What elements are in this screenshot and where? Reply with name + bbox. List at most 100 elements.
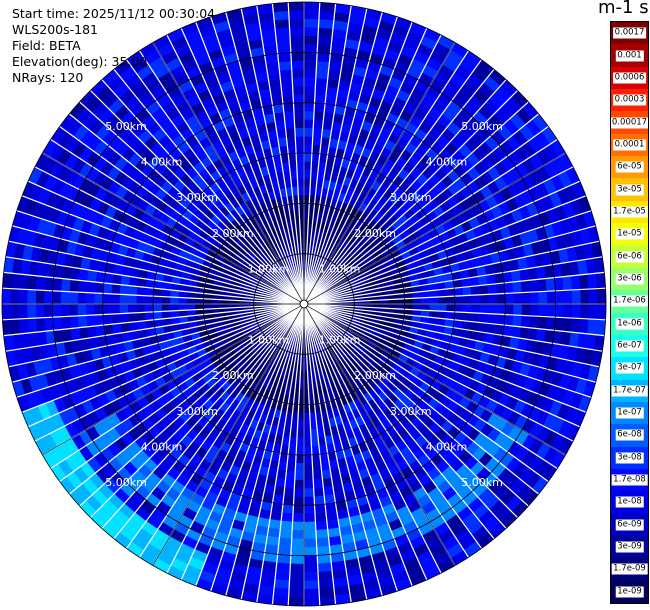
range-gate-cell [102, 293, 112, 305]
colorbar-tick-label: 0.0001 [612, 139, 647, 151]
range-gate-cell [546, 303, 556, 318]
range-gate-cell [27, 317, 38, 334]
range-gate-cell [537, 316, 548, 330]
range-gate-cell [60, 291, 70, 305]
colorbar-tick-label: 0.0017 [612, 27, 647, 39]
range-gate-cell [1, 303, 12, 321]
range-gate-cell [554, 316, 564, 332]
range-gate-cell [512, 280, 523, 294]
range-gate-cell [510, 325, 522, 339]
range-gate-cell [273, 18, 290, 29]
range-gate-cell [177, 303, 187, 311]
range-gate-cell [296, 429, 305, 439]
range-ring-label: 4.00km [141, 156, 183, 169]
range-gate-cell [2, 319, 13, 336]
range-gate-cell [280, 512, 294, 523]
range-gate-cell [529, 291, 540, 305]
range-gate-cell [290, 43, 305, 53]
range-gate-cell [319, 595, 336, 606]
range-gate-cell [303, 60, 317, 70]
range-gate-cell [26, 289, 37, 305]
radar-center-marker [299, 299, 309, 309]
range-gate-cell [563, 303, 573, 319]
range-gate-cell [18, 288, 28, 305]
range-gate-cell [295, 152, 305, 162]
range-gate-cell [303, 504, 316, 514]
range-gate-cell [303, 488, 315, 498]
range-gate-cell [495, 313, 506, 326]
range-gate-cell [521, 291, 531, 305]
range-gate-cell [275, 35, 291, 46]
range-gate-cell [293, 488, 305, 498]
range-gate-cell [454, 295, 464, 305]
range-ring-label: 4.00km [426, 440, 468, 453]
range-gate-cell [315, 69, 329, 79]
range-gate-cell [77, 303, 87, 317]
range-gate-cell [303, 513, 316, 523]
range-gate-cell [303, 588, 320, 598]
range-gate-cell [538, 291, 548, 305]
range-gate-cell [545, 277, 556, 292]
range-gate-cell [127, 285, 138, 296]
range-gate-cell [288, 18, 305, 28]
range-gate-cell [52, 316, 63, 331]
range-gate-cell [111, 313, 121, 325]
range-gate-cell [562, 317, 573, 333]
range-gate-cell [291, 68, 305, 79]
range-gate-cell [52, 277, 63, 292]
range-gate-cell [303, 555, 318, 565]
range-gate-cell [570, 317, 581, 334]
range-gate-cell [127, 294, 137, 305]
range-gate-cell [286, 462, 296, 472]
range-gate-cell [503, 314, 514, 327]
range-gate-cell [587, 318, 598, 335]
range-gate-cell [289, 563, 305, 573]
range-gate-cell [293, 496, 305, 506]
range-gate-cell [496, 303, 506, 315]
range-gate-cell [303, 35, 319, 45]
range-gate-cell [316, 545, 331, 556]
colorbar-tick-label: 6e-09 [615, 519, 644, 531]
range-ring-label: 5.00km [461, 476, 503, 489]
range-gate-cell [316, 554, 332, 564]
range-gate-cell [588, 288, 598, 305]
range-gate-cell [596, 287, 607, 305]
start-time-text: Start time: 2025/11/12 00:30:04 [12, 6, 216, 21]
range-gate-cell [487, 313, 497, 325]
range-gate-cell [318, 587, 335, 598]
range-gate-cell [325, 510, 339, 522]
range-gate-cell [119, 312, 130, 324]
range-gate-cell [69, 279, 79, 293]
field-text: Field: BETA [12, 38, 81, 53]
range-gate-cell [277, 545, 292, 556]
range-gate-cell [291, 521, 305, 531]
range-gate-cell [314, 503, 327, 514]
range-gate-cell [136, 312, 146, 322]
range-gate-cell [43, 290, 53, 305]
range-gate-cell [280, 85, 294, 96]
colorbar-tick-label: 1.7e-05 [611, 206, 648, 218]
range-gate-cell [135, 303, 146, 314]
range-gate-cell [504, 292, 514, 305]
range-ring-label: 5.00km [105, 476, 147, 489]
range-gate-cell [513, 292, 523, 305]
range-gate-cell [110, 293, 120, 305]
range-gate-cell [318, 579, 335, 590]
range-gate-cell [429, 303, 439, 312]
colorbar-tick-label: 3e-09 [615, 541, 644, 553]
range-gate-cell [288, 588, 305, 598]
range-gate-cell [296, 437, 305, 447]
range-gate-cell [462, 303, 473, 314]
range-gate-cell [69, 315, 79, 329]
range-gate-cell [86, 269, 98, 283]
range-gate-cell [555, 290, 565, 305]
range-gate-cell [303, 119, 314, 129]
range-gate-cell [272, 2, 289, 13]
range-gate-cell [315, 529, 329, 539]
range-gate-cell [94, 292, 104, 305]
colorbar-tick-label: 1.7e-08 [611, 474, 648, 486]
range-gate-cell [289, 35, 305, 45]
range-gate-cell [303, 479, 314, 489]
range-gate-cell [274, 27, 291, 38]
colorbar-tick-label: 3e-05 [615, 184, 644, 196]
